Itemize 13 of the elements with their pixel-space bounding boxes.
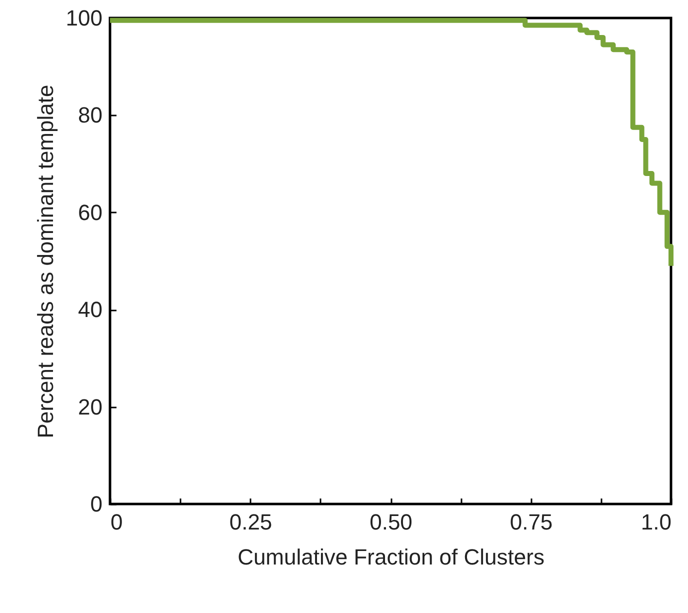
x-tick-label: 0.50 xyxy=(370,510,412,534)
x-tick-label: 1.0 xyxy=(640,510,672,534)
y-tick-label: 40 xyxy=(78,297,102,322)
y-tick-label: 80 xyxy=(78,102,102,128)
y-tick-label: 100 xyxy=(66,6,102,30)
x-tick-label: 0.75 xyxy=(510,510,553,534)
y-axis-title: Percent reads as dominant template xyxy=(32,84,58,438)
x-axis-title: Cumulative Fraction of Clusters xyxy=(238,544,544,570)
x-tick-label: 0 xyxy=(110,510,123,534)
y-tick-label: 0 xyxy=(90,492,102,516)
y-tick-label: 20 xyxy=(78,394,102,420)
y-tick-label: 60 xyxy=(78,200,102,225)
x-tick-label: 0.25 xyxy=(229,510,272,534)
